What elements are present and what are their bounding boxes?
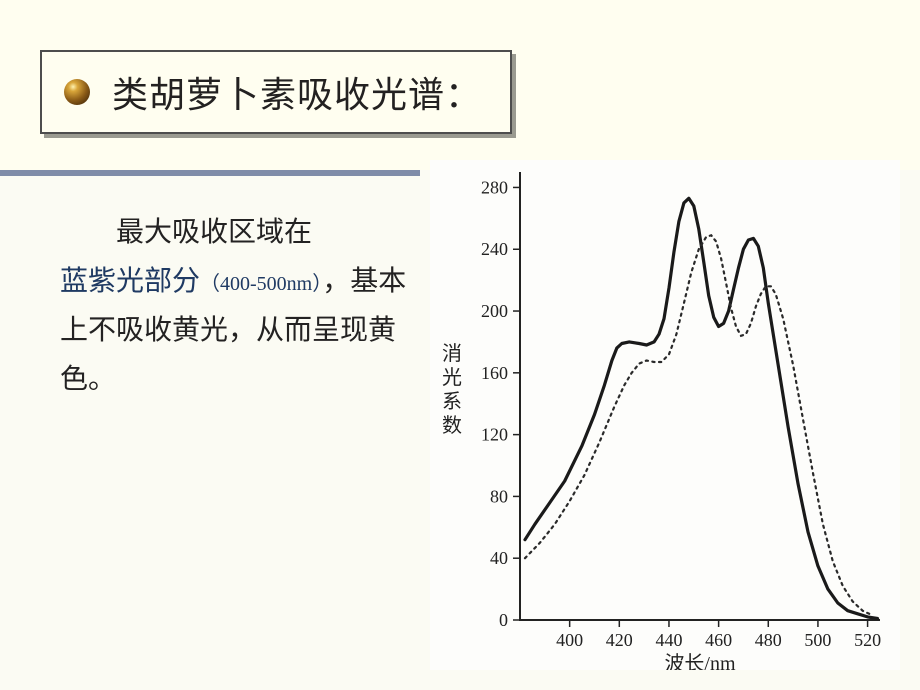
y-tick-label: 160: [481, 363, 508, 383]
y-axis-label-glyph: 数: [442, 414, 462, 437]
y-tick-label: 240: [481, 239, 508, 259]
y-tick-label: 200: [481, 301, 508, 321]
y-axis-label-glyph: 消: [442, 342, 462, 365]
spectrum-chart: 0 40 80 120 160 200 240 280 400 420 440 460 480 500 52…: [430, 160, 900, 670]
x-tick-label: 520: [854, 630, 881, 650]
emphasis-main: 蓝紫光部分: [60, 266, 200, 297]
series-solid: [525, 198, 878, 618]
sphere-icon: [64, 79, 90, 105]
y-tick-label: 120: [481, 425, 508, 445]
body-paragraph: 最大吸收区域在 蓝紫光部分（400-500nm），基本上不吸收黄光，从而呈现黄色…: [60, 208, 430, 404]
y-tick-label: 80: [490, 486, 508, 506]
slide-title: 类胡萝卜素吸收光谱：: [112, 66, 482, 118]
y-tick-label: 0: [499, 610, 508, 630]
x-tick-label: 460: [705, 630, 732, 650]
x-tick-label: 440: [655, 630, 682, 650]
emphasis-sub: （400-500nm）: [200, 273, 322, 295]
horizontal-rule: [0, 170, 420, 176]
x-tick-label: 420: [606, 630, 633, 650]
para-line1: 最大吸收区域在: [116, 217, 312, 248]
y-tick-label: 40: [490, 548, 508, 568]
chart-svg: 0 40 80 120 160 200 240 280 400 420 440 460 480 500 52…: [430, 160, 900, 670]
series-dotted: [525, 235, 873, 615]
title-box: 类胡萝卜素吸收光谱：: [40, 50, 512, 134]
y-tick-label: 280: [481, 177, 508, 197]
y-axis-label-glyph: 光: [442, 366, 462, 389]
x-tick-label: 500: [804, 630, 831, 650]
y-axis-label-glyph: 系: [442, 390, 462, 413]
x-axis-label: 波长/nm: [664, 652, 736, 670]
x-tick-label: 480: [755, 630, 782, 650]
x-tick-label: 400: [556, 630, 583, 650]
